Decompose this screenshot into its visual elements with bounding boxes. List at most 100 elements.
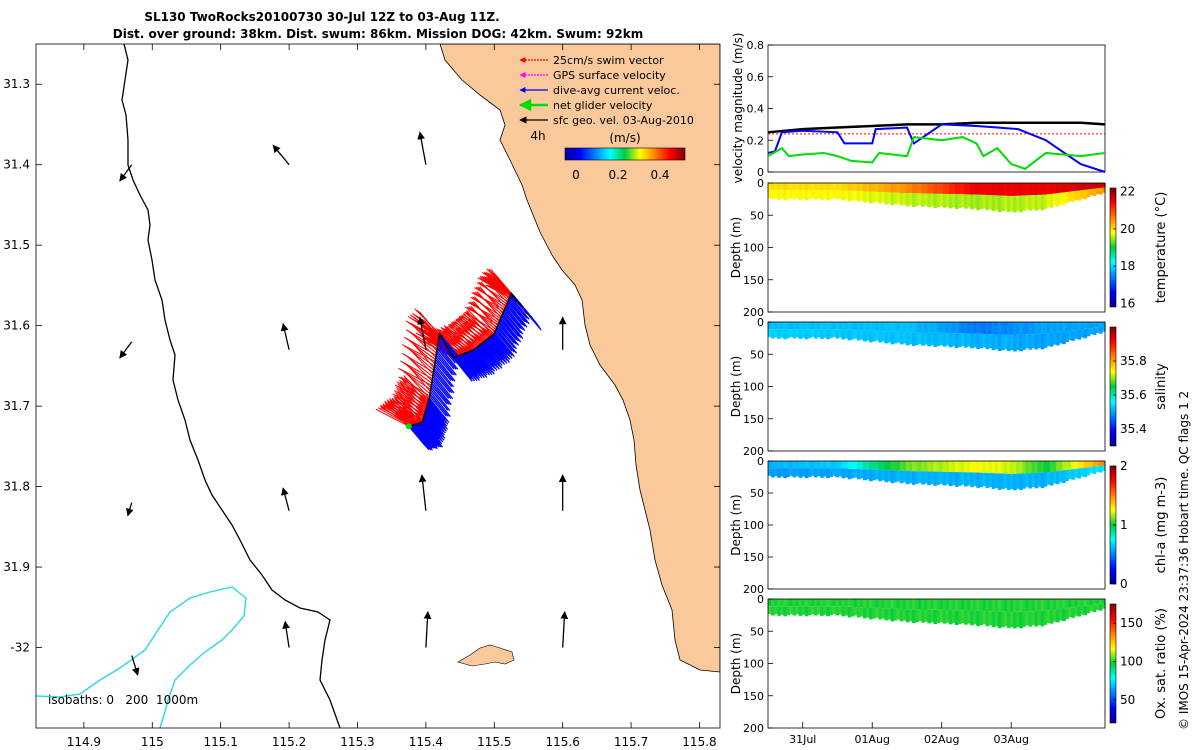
heatmap-cell	[1092, 461, 1097, 467]
heatmap-cell	[792, 599, 797, 607]
current-vector	[466, 352, 488, 378]
heatmap-cell	[979, 194, 984, 210]
heatmap-cell	[1065, 469, 1069, 481]
heatmap-cell	[997, 611, 1002, 629]
heatmap-cell	[1037, 183, 1042, 195]
heatmap-cell	[976, 322, 980, 334]
geo-velocity-arrow	[417, 316, 427, 350]
heatmap-cell	[976, 461, 980, 473]
heatmap-cell	[792, 322, 797, 330]
heatmap-cell	[893, 331, 898, 344]
heatmap-cell	[804, 322, 809, 330]
current-vector	[501, 315, 519, 337]
heatmap-cell	[936, 332, 941, 347]
swim-vector	[406, 338, 436, 360]
heatmap-cell	[838, 190, 843, 199]
heatmap-cell	[810, 329, 815, 337]
heatmap-cell	[1068, 191, 1072, 202]
heatmap-cell	[835, 322, 840, 330]
heatmap-cell	[1043, 322, 1048, 334]
heatmap-cell	[1089, 328, 1094, 335]
heatmap-cell	[1059, 331, 1063, 344]
heatmap-cell	[813, 468, 818, 478]
heatmap-cell	[872, 322, 876, 331]
heatmap-cell	[997, 195, 1002, 213]
heatmap-cell	[1089, 467, 1094, 474]
heatmap-cell	[927, 471, 931, 486]
heatmap-cell	[988, 473, 993, 488]
map-x-tick-label: 115.4	[409, 735, 443, 749]
heatmap-cell	[801, 468, 806, 477]
heatmap-cell	[789, 322, 794, 330]
heatmap-cell	[927, 332, 931, 347]
heatmap-cell	[1052, 193, 1057, 206]
heatmap-cell	[924, 332, 928, 345]
heatmap-cell	[1003, 611, 1008, 627]
heatmap-cell	[939, 322, 944, 333]
heatmap-cell	[1101, 603, 1106, 609]
colorbar-tick-label: 16	[1120, 296, 1135, 310]
heatmap-cell	[826, 599, 830, 607]
heatmap-cell	[1019, 322, 1023, 335]
heatmap-cell	[1049, 183, 1054, 194]
heatmap-cell	[1055, 332, 1060, 346]
heatmap-cell	[915, 609, 919, 623]
heatmap-cell	[936, 183, 941, 194]
heatmap-cell	[884, 608, 889, 621]
heatmap-cell	[829, 468, 833, 477]
heatmap-cell	[918, 599, 922, 610]
heatmap-cell	[915, 193, 919, 207]
heatmap-cell	[921, 193, 925, 207]
speed-colorbar-bar	[564, 147, 686, 161]
heatmap-cell	[1068, 599, 1072, 608]
heatmap-cell	[985, 611, 990, 627]
heatmap-cell	[939, 332, 944, 345]
heatmap-cell	[1043, 333, 1048, 348]
current-vector	[471, 349, 493, 376]
heatmap-cell	[1003, 599, 1008, 612]
heatmap-cell	[1083, 605, 1088, 616]
heatmap-cell	[948, 322, 953, 334]
heatmap-cell	[813, 329, 818, 339]
heatmap-cell	[859, 191, 864, 201]
heatmap-cell	[798, 190, 803, 200]
heatmap-cell	[896, 470, 901, 482]
current-vector	[490, 335, 511, 360]
current-vector	[509, 297, 528, 319]
heatmap-cell	[1062, 608, 1066, 622]
heatmap-cell	[798, 599, 803, 607]
heatmap-cell	[1013, 599, 1017, 612]
heatmap-cell	[850, 599, 855, 607]
heatmap-cell	[899, 461, 904, 471]
heatmap-cell	[847, 461, 852, 469]
colorbar-tick-label: 100	[1120, 655, 1143, 669]
heatmap-cell	[933, 332, 938, 348]
heatmap-cell	[774, 468, 778, 477]
heatmap-cell	[961, 183, 965, 195]
heatmap-cell	[841, 183, 846, 191]
heatmap-cell	[826, 329, 830, 340]
heatmap-cell	[964, 461, 968, 473]
legend-scale-label: 4h	[530, 129, 545, 143]
current-vector	[429, 391, 451, 418]
current-vector	[432, 374, 454, 400]
current-vector	[430, 386, 451, 411]
heatmap-cell	[973, 333, 977, 348]
heatmap-cell	[979, 610, 984, 626]
current-vector	[497, 325, 518, 350]
heatmap-y-tick-label: 50	[750, 487, 764, 500]
heatmap-cell	[908, 471, 913, 484]
heatmap-cell	[774, 599, 778, 607]
heatmap-cell	[844, 322, 849, 330]
heatmap-cell	[902, 599, 907, 610]
heatmap-cell	[1065, 608, 1069, 620]
heatmap-cell	[997, 473, 1002, 490]
heatmap-cell	[991, 334, 996, 351]
geo-velocity-arrow	[281, 487, 290, 511]
heatmap-cell	[1037, 461, 1042, 473]
heatmap-cell	[1043, 461, 1048, 473]
current-vector	[431, 380, 452, 406]
heatmap-cell	[777, 329, 781, 339]
heatmap-cell	[991, 195, 996, 212]
heatmap-cell	[933, 609, 938, 625]
